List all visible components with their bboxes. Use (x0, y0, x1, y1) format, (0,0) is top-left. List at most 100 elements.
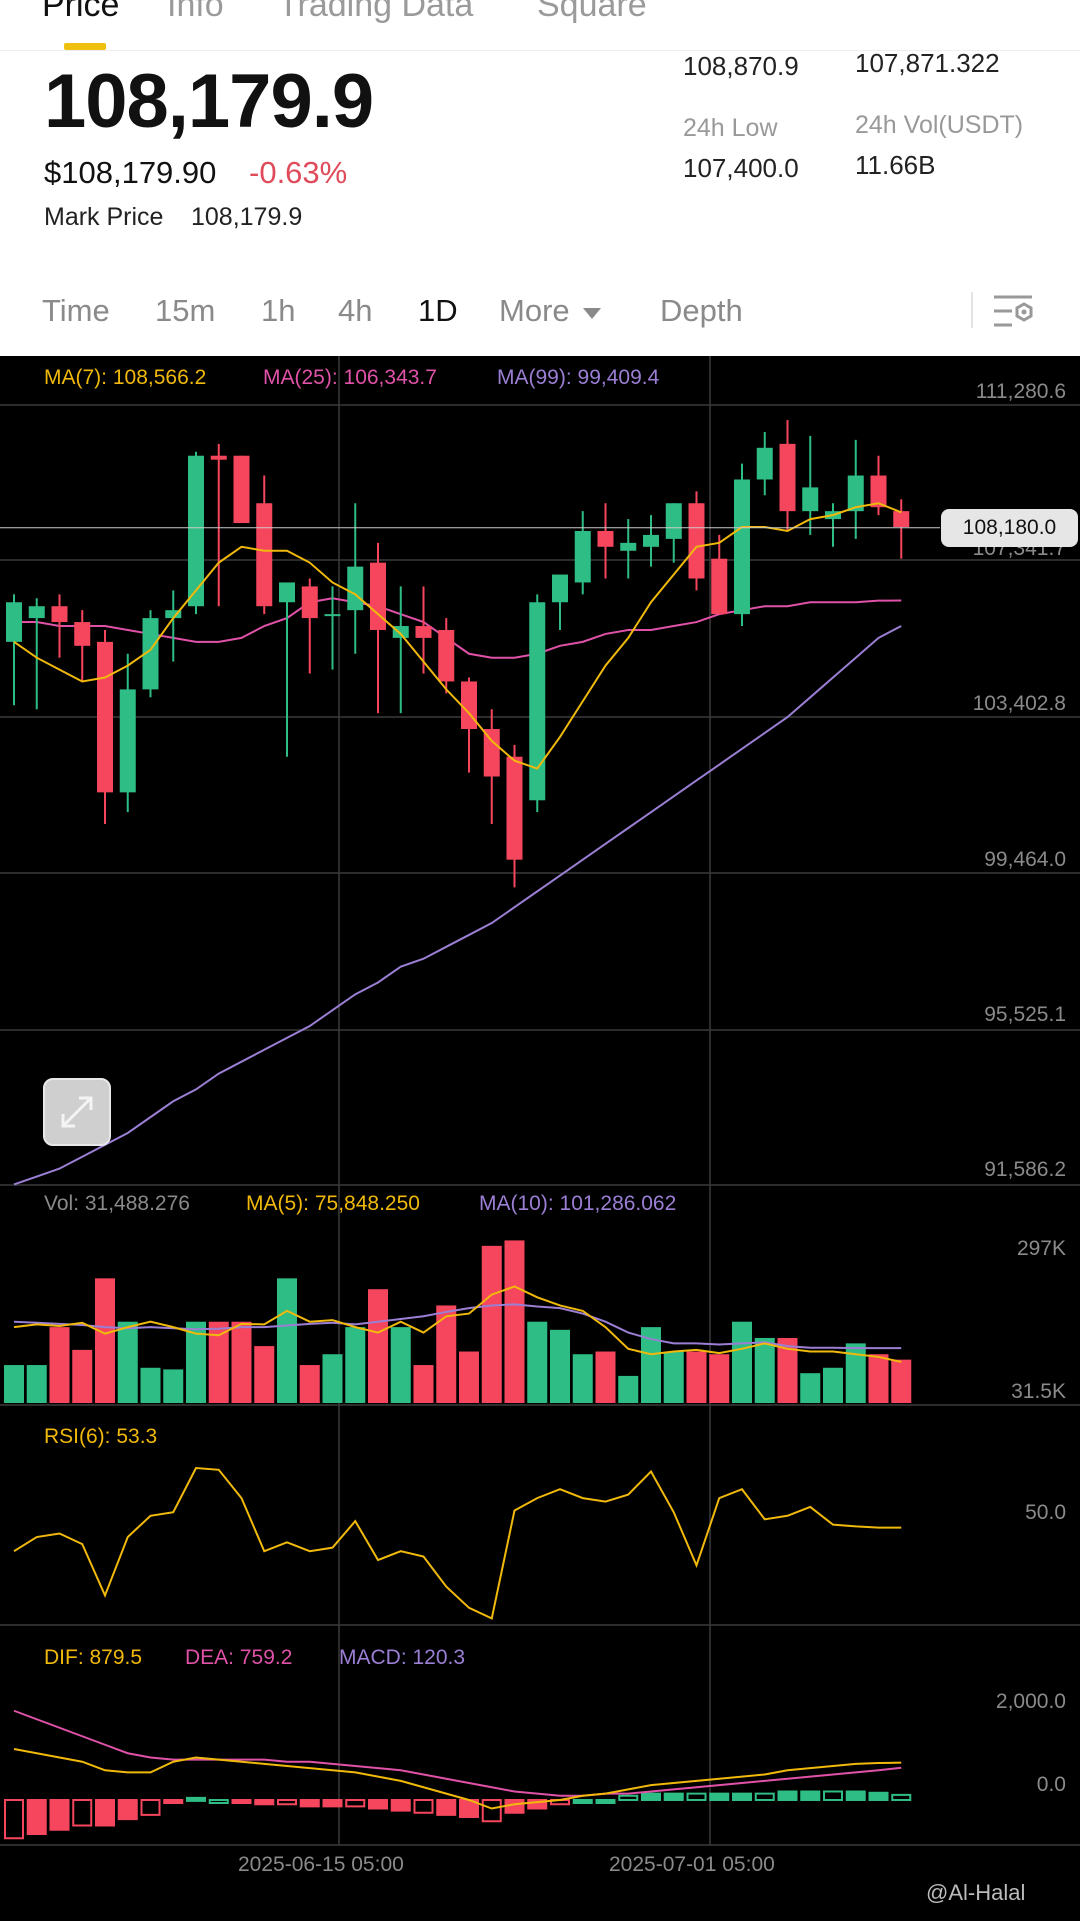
interval-4h[interactable]: 4h (338, 293, 373, 328)
volume-bar (117, 1321, 138, 1403)
ma99-indicator: MA(99): 99,409.4 (497, 366, 660, 389)
interval-1h[interactable]: 1h (261, 293, 296, 328)
volume-bar (845, 1343, 866, 1403)
volume-bar (709, 1354, 730, 1403)
ma25-indicator: MA(25): 106,343.7 (263, 366, 437, 389)
interval-15m[interactable]: 15m (155, 293, 216, 328)
candle-body (734, 479, 750, 615)
macd-histogram-bar (845, 1790, 866, 1801)
tab-price[interactable]: Price (42, 0, 120, 24)
macd-histogram-bar (4, 1799, 24, 1840)
volume-bar (4, 1365, 24, 1403)
tab-square[interactable]: Square (537, 0, 647, 24)
volume-bar (26, 1365, 47, 1403)
macd-histogram-bar (186, 1796, 206, 1802)
macd-histogram-bar (732, 1792, 752, 1801)
price-tick: 111,280.6 (975, 380, 1066, 403)
macd-histogram-bar (868, 1791, 889, 1802)
macd-histogram-bar (231, 1799, 252, 1804)
24h-high-value: 108,870.9 (683, 51, 799, 81)
rsi-line (13, 1466, 902, 1620)
macd-histogram-bar (322, 1799, 343, 1808)
ma7-line (13, 502, 902, 770)
volume-bar (641, 1327, 661, 1403)
volume-bar (732, 1321, 752, 1403)
candle-body (6, 602, 22, 642)
candle-body (392, 626, 409, 638)
rsi-tick: 50.0 (1025, 1501, 1066, 1524)
candle-body (210, 455, 227, 460)
volume-bar (140, 1367, 161, 1403)
volume-bar (254, 1346, 275, 1403)
volume-bar (823, 1367, 843, 1403)
macd-histogram-bar (95, 1799, 115, 1827)
macd-histogram-bar (72, 1799, 93, 1827)
interval-more[interactable]: More (499, 293, 602, 329)
interval-time[interactable]: Time (42, 293, 110, 328)
interval-bar: Time 15m 1h 4h 1D More Depth (0, 270, 1080, 350)
candle-body (847, 475, 864, 512)
date-tick: 2025-06-15 05:00 (238, 1853, 404, 1876)
volume-bar (527, 1321, 548, 1403)
interval-1d[interactable]: 1D (418, 293, 458, 328)
macd-histogram-bar (390, 1799, 411, 1812)
candle-body (233, 455, 250, 524)
tab-trading-data[interactable]: Trading Data (278, 0, 474, 24)
volume-bar (618, 1375, 639, 1403)
candle-body (620, 542, 637, 551)
candle-body (665, 503, 682, 539)
price-change-percent: -0.63% (249, 155, 348, 190)
24h-vol-usdt-label: 24h Vol(USDT) (855, 111, 1024, 139)
candle-body (347, 566, 364, 611)
macd-histogram-bar (299, 1799, 320, 1808)
macd-histogram-bar (663, 1792, 684, 1801)
volume-bar (299, 1365, 320, 1403)
volume-bar (686, 1351, 707, 1403)
volume-bar (481, 1245, 502, 1403)
volume-bar (868, 1354, 889, 1403)
macd-histogram-bar (436, 1799, 457, 1816)
candle-body (779, 443, 796, 512)
macd-histogram-bar (163, 1799, 184, 1804)
candle-body (461, 681, 477, 729)
dea-line (13, 1709, 902, 1797)
ma25-line (14, 597, 902, 659)
interval-divider (971, 292, 973, 328)
candle-body (438, 629, 455, 682)
volume-bar (49, 1327, 70, 1403)
volume-ma5-line (13, 1285, 902, 1363)
24h-vol-usdt-value: 11.66B (855, 150, 936, 180)
chart-settings-icon[interactable] (990, 290, 1036, 332)
volume-bar (459, 1351, 479, 1403)
price-tick: 99,464.0 (984, 848, 1066, 871)
date-tick: 2025-07-01 05:00 (609, 1853, 775, 1876)
macd-histogram-bar (345, 1799, 366, 1808)
macd-histogram-bar (595, 1799, 616, 1804)
dea-indicator: DEA: 759.2 (185, 1646, 293, 1669)
volume-bar (345, 1327, 366, 1403)
volume-indicator: Vol: 31,488.276 (44, 1192, 190, 1215)
candle-body (870, 475, 887, 508)
macd-histogram-bar (891, 1793, 912, 1801)
volume-bar (891, 1359, 912, 1403)
last-price: 108,179.9 (44, 59, 374, 144)
usd-price: $108,179.90 (44, 155, 217, 190)
candle-body (119, 689, 136, 793)
candle-body (643, 534, 659, 547)
tab-info[interactable]: Info (167, 0, 224, 24)
macd-histogram-bar (777, 1790, 798, 1801)
macd-histogram-bar (277, 1799, 297, 1806)
candle-body (597, 530, 614, 547)
macd-histogram-bar (618, 1794, 639, 1801)
candle-body (165, 610, 182, 619)
candle-body (574, 530, 591, 583)
current-price-tag: 108,180.0 (941, 509, 1078, 547)
volume-bar (663, 1351, 684, 1403)
fullscreen-button[interactable] (43, 1078, 111, 1146)
candle-body (51, 606, 68, 623)
macd-histogram-bar (800, 1790, 821, 1801)
candle-body (483, 728, 500, 777)
volume-bar (800, 1373, 821, 1403)
kline-chart[interactable] (0, 356, 1080, 1881)
interval-depth[interactable]: Depth (660, 293, 743, 328)
